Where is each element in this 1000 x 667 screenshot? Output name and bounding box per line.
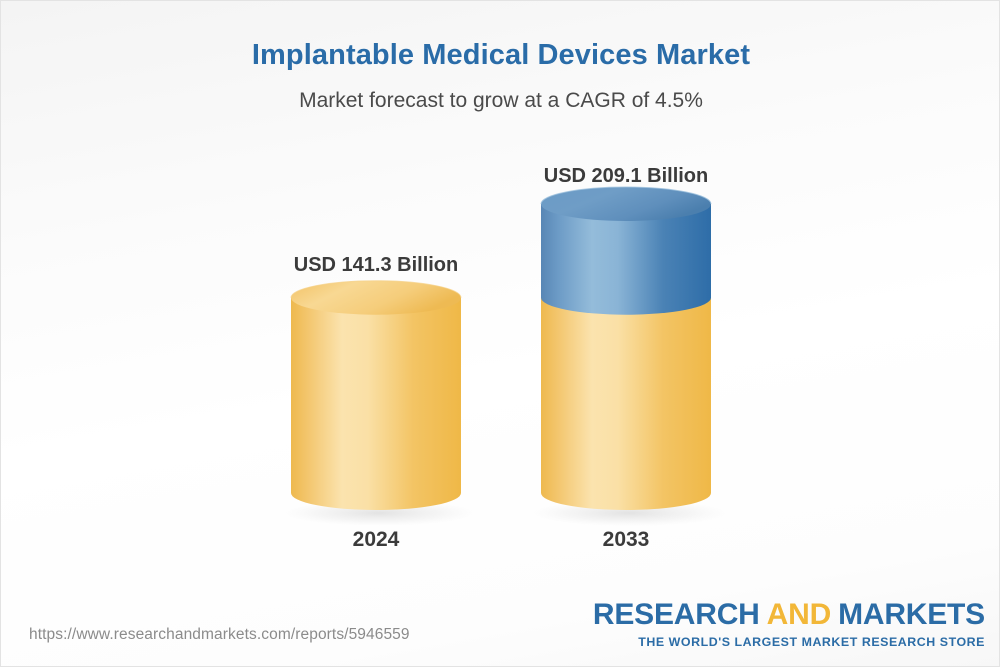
cylinder-2024 xyxy=(283,280,475,526)
brand-word-markets: MARKETS xyxy=(838,597,985,631)
bar-group-2024: USD 141.3 Billion xyxy=(246,141,506,561)
brand-tagline: THE WORLD'S LARGEST MARKET RESEARCH STOR… xyxy=(638,634,985,649)
brand-word-and: AND xyxy=(766,597,832,631)
value-label-2033: USD 209.1 Billion xyxy=(543,165,709,187)
bar-group-2033: USD 209.1 Billion xyxy=(496,141,756,561)
category-label-2024: 2024 xyxy=(352,528,400,551)
cylinder-2033 xyxy=(533,186,725,526)
category-label-2033: 2033 xyxy=(602,528,650,551)
chart-subtitle: Market forecast to grow at a CAGR of 4.5… xyxy=(299,89,703,112)
source-url[interactable]: https://www.researchandmarkets.com/repor… xyxy=(29,626,410,643)
brand-word-research: RESEARCH xyxy=(592,597,760,631)
page-title: Implantable Medical Devices Market xyxy=(251,39,751,71)
plot-area: USD 141.3 Billion xyxy=(1,141,999,561)
brand-logo[interactable]: RESEARCH AND MARKETS THE WORLD'S LARGEST M… xyxy=(592,597,985,649)
value-label-2024: USD 141.3 Billion xyxy=(293,254,459,276)
brand-wordmark: RESEARCH AND MARKETS xyxy=(592,597,985,631)
